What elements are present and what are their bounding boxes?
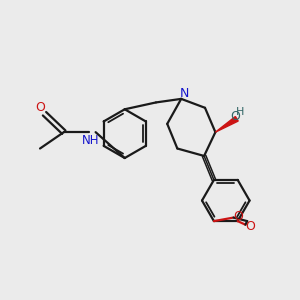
Text: O: O <box>245 220 255 233</box>
Text: N: N <box>180 87 190 100</box>
Text: NH: NH <box>82 134 99 147</box>
Text: O: O <box>231 110 241 123</box>
Text: O: O <box>35 101 45 114</box>
Text: O: O <box>233 210 243 223</box>
Text: H: H <box>236 107 244 117</box>
Polygon shape <box>215 116 238 132</box>
